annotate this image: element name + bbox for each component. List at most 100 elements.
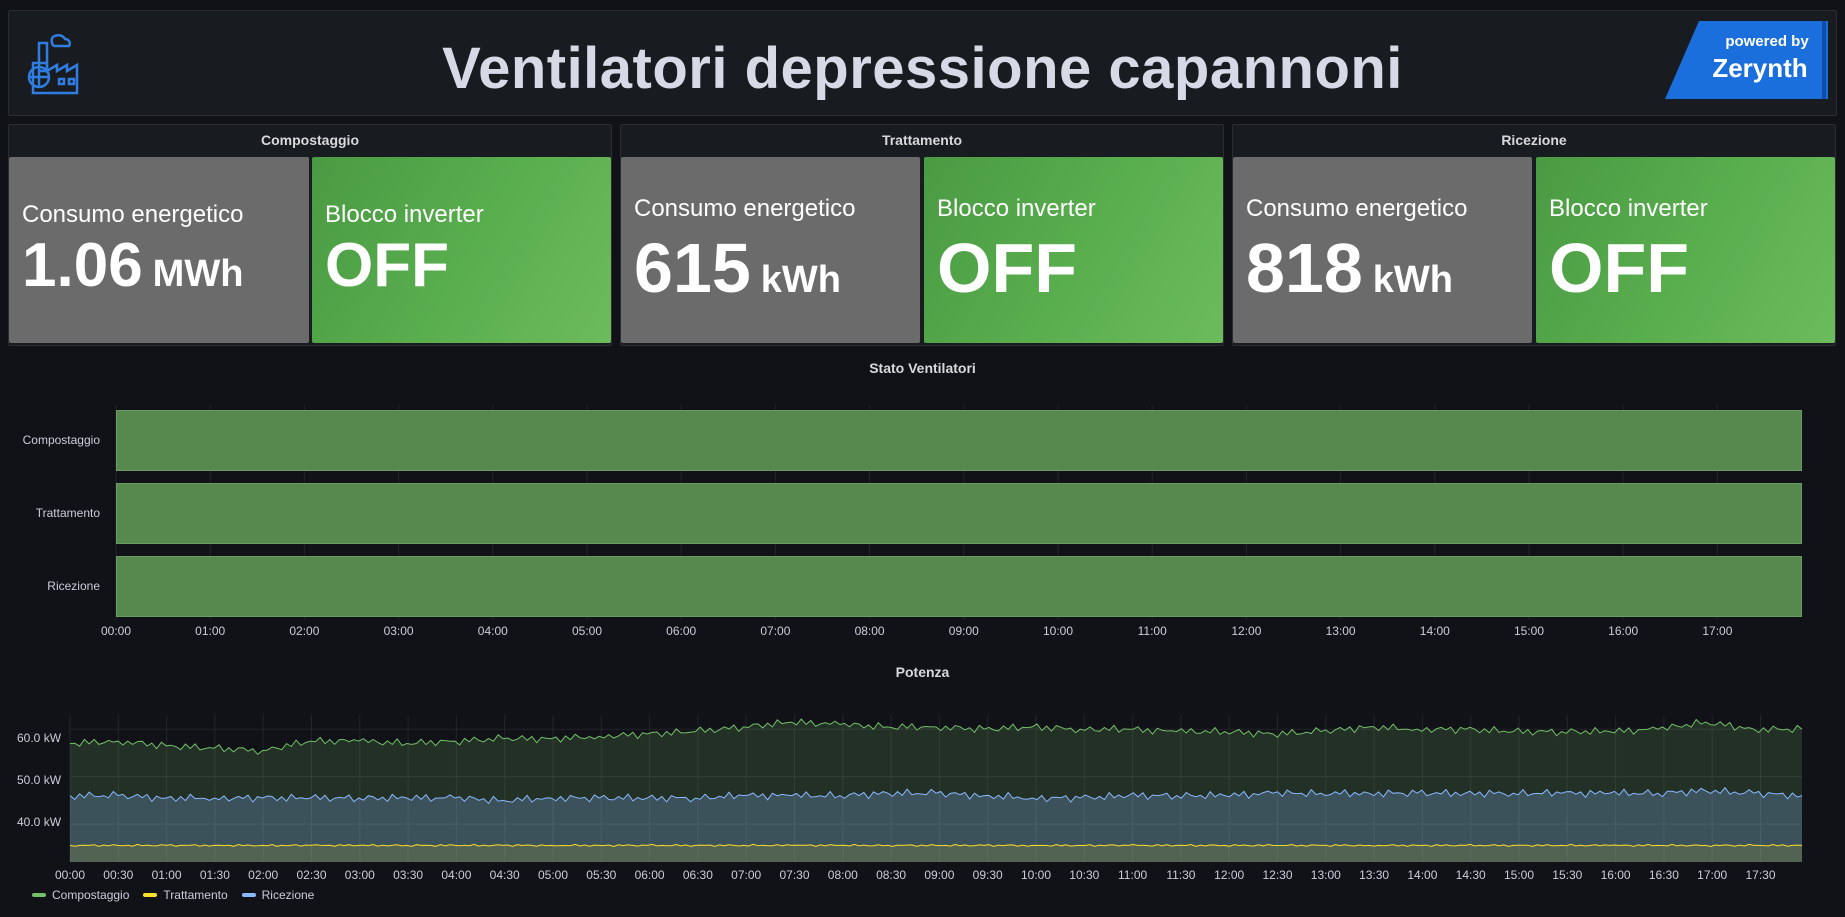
- x-tick-label: 03:00: [383, 624, 414, 638]
- y-tick-label: 40.0 kW: [17, 815, 62, 829]
- x-tick-label: 12:30: [1262, 868, 1293, 882]
- x-tick-label: 16:30: [1648, 868, 1679, 882]
- x-tick-label: 05:30: [586, 868, 617, 882]
- x-tick-label: 03:00: [344, 868, 375, 882]
- x-tick-label: 14:00: [1407, 868, 1438, 882]
- x-tick-label: 00:30: [103, 868, 134, 882]
- x-tick-label: 15:00: [1513, 624, 1545, 638]
- x-tick-label: 05:00: [537, 868, 569, 882]
- x-tick-label: 12:00: [1231, 624, 1262, 638]
- x-tick-label: 01:30: [199, 868, 230, 882]
- legend-item[interactable]: Trattamento: [143, 888, 228, 902]
- stat-value: OFF: [325, 231, 449, 300]
- series-line: [69, 843, 1803, 848]
- x-tick-label: 17:00: [1702, 624, 1733, 638]
- state-bar-ricezione[interactable]: [116, 556, 1802, 617]
- x-tick-label: 03:30: [393, 868, 424, 882]
- badge-brand-text: Zerynth: [1712, 53, 1807, 83]
- x-tick-label: 11:00: [1118, 868, 1148, 882]
- stat-label: Consumo energetico: [634, 195, 856, 222]
- x-tick-label: 01:00: [195, 624, 226, 638]
- consumption-stat-compostaggio[interactable]: Consumo energetico 1.06 MWh: [9, 157, 309, 343]
- x-tick-label: 07:30: [779, 868, 810, 882]
- x-tick-label: 08:00: [827, 868, 858, 882]
- consumption-stat-ricezione[interactable]: Consumo energetico 818 kWh: [1233, 157, 1532, 343]
- x-tick-label: 06:30: [682, 868, 713, 882]
- x-tick-label: 08:00: [854, 624, 885, 638]
- x-tick-label: 00:00: [100, 624, 132, 638]
- x-tick-label: 06:00: [666, 624, 697, 638]
- x-tick-label: 12:00: [1214, 868, 1245, 882]
- x-tick-label: 02:00: [289, 624, 320, 638]
- series-line: [69, 718, 1803, 755]
- x-tick-label: 01:00: [151, 868, 182, 882]
- x-tick-label: 00:00: [54, 868, 86, 882]
- x-tick-label: 13:30: [1359, 868, 1390, 882]
- stat-value: OFF: [1549, 229, 1689, 307]
- state-panel-title: Stato Ventilatori: [869, 360, 976, 376]
- legend-item[interactable]: Compostaggio: [32, 888, 129, 902]
- stat-label: Consumo energetico: [1246, 195, 1468, 222]
- x-tick-label: 04:00: [441, 868, 472, 882]
- stat-label: Blocco inverter: [1549, 195, 1708, 222]
- x-tick-label: 09:00: [948, 624, 979, 638]
- x-tick-label: 09:30: [972, 868, 1003, 882]
- stat-value: OFF: [937, 229, 1077, 307]
- consumption-stat-trattamento[interactable]: Consumo energetico 615 kWh: [621, 157, 920, 343]
- x-tick-label: 07:00: [760, 624, 791, 638]
- y-tick-label: 50.0 kW: [17, 773, 62, 787]
- state-row-label: Compostaggio: [22, 433, 100, 447]
- stat-value: 615 kWh: [634, 229, 842, 307]
- state-row-label: Ricezione: [47, 579, 100, 593]
- header-panel: Ventilatori depressione capannoni powere…: [8, 10, 1837, 116]
- stat-unit: kWh: [1372, 259, 1454, 301]
- legend-item[interactable]: Ricezione: [241, 888, 314, 902]
- legend: Compostaggio Trattamento Ricezione: [32, 888, 314, 902]
- series-line: [69, 786, 1803, 805]
- inverter-stat-trattamento[interactable]: Blocco inverter OFF: [924, 157, 1223, 343]
- y-tick-label: 60.0 kW: [17, 731, 62, 745]
- state-row-label: Trattamento: [35, 506, 100, 520]
- group-title: Ricezione: [1501, 132, 1567, 148]
- x-tick-label: 08:30: [876, 868, 907, 882]
- badge-top-text: powered by: [1725, 33, 1809, 50]
- x-tick-label: 04:30: [489, 868, 520, 882]
- x-tick-label: 10:00: [1020, 868, 1052, 882]
- state-bar-trattamento[interactable]: [116, 483, 1802, 544]
- series-area: [70, 844, 1802, 862]
- powered-by-badge[interactable]: powered by Zerynth: [1665, 21, 1828, 104]
- x-tick-label: 02:30: [296, 868, 327, 882]
- stat-label: Blocco inverter: [937, 195, 1096, 222]
- inverter-stat-compostaggio[interactable]: Blocco inverter OFF: [312, 157, 611, 343]
- x-tick-label: 07:00: [731, 868, 762, 882]
- x-tick-label: 10:00: [1042, 624, 1074, 638]
- stat-unit: MWh: [152, 253, 244, 295]
- stat-value: 818 kWh: [1246, 229, 1454, 307]
- series-area: [70, 787, 1802, 862]
- x-tick-label: 15:30: [1552, 868, 1583, 882]
- x-tick-label: 17:30: [1745, 868, 1776, 882]
- stat-unit: kWh: [760, 259, 842, 301]
- series-area: [70, 719, 1802, 862]
- x-tick-label: 04:00: [477, 624, 508, 638]
- x-tick-label: 17:00: [1697, 868, 1728, 882]
- stat-label: Consumo energetico: [22, 201, 244, 228]
- x-tick-label: 10:30: [1069, 868, 1100, 882]
- stat-value: 1.06 MWh: [22, 231, 244, 300]
- x-tick-label: 11:00: [1137, 624, 1167, 638]
- x-tick-label: 09:00: [924, 868, 955, 882]
- x-tick-label: 13:00: [1310, 868, 1341, 882]
- x-tick-label: 13:00: [1325, 624, 1356, 638]
- x-tick-label: 16:00: [1600, 868, 1631, 882]
- x-tick-label: 05:00: [571, 624, 603, 638]
- stat-label: Blocco inverter: [325, 201, 484, 228]
- x-tick-label: 15:00: [1503, 868, 1535, 882]
- power-panel-title: Potenza: [895, 664, 950, 680]
- x-tick-label: 02:00: [248, 868, 279, 882]
- x-tick-label: 06:00: [634, 868, 665, 882]
- group-title: Trattamento: [881, 132, 963, 148]
- inverter-stat-ricezione[interactable]: Blocco inverter OFF: [1536, 157, 1835, 343]
- state-bar-compostaggio[interactable]: [116, 410, 1802, 471]
- group-title: Compostaggio: [261, 132, 359, 148]
